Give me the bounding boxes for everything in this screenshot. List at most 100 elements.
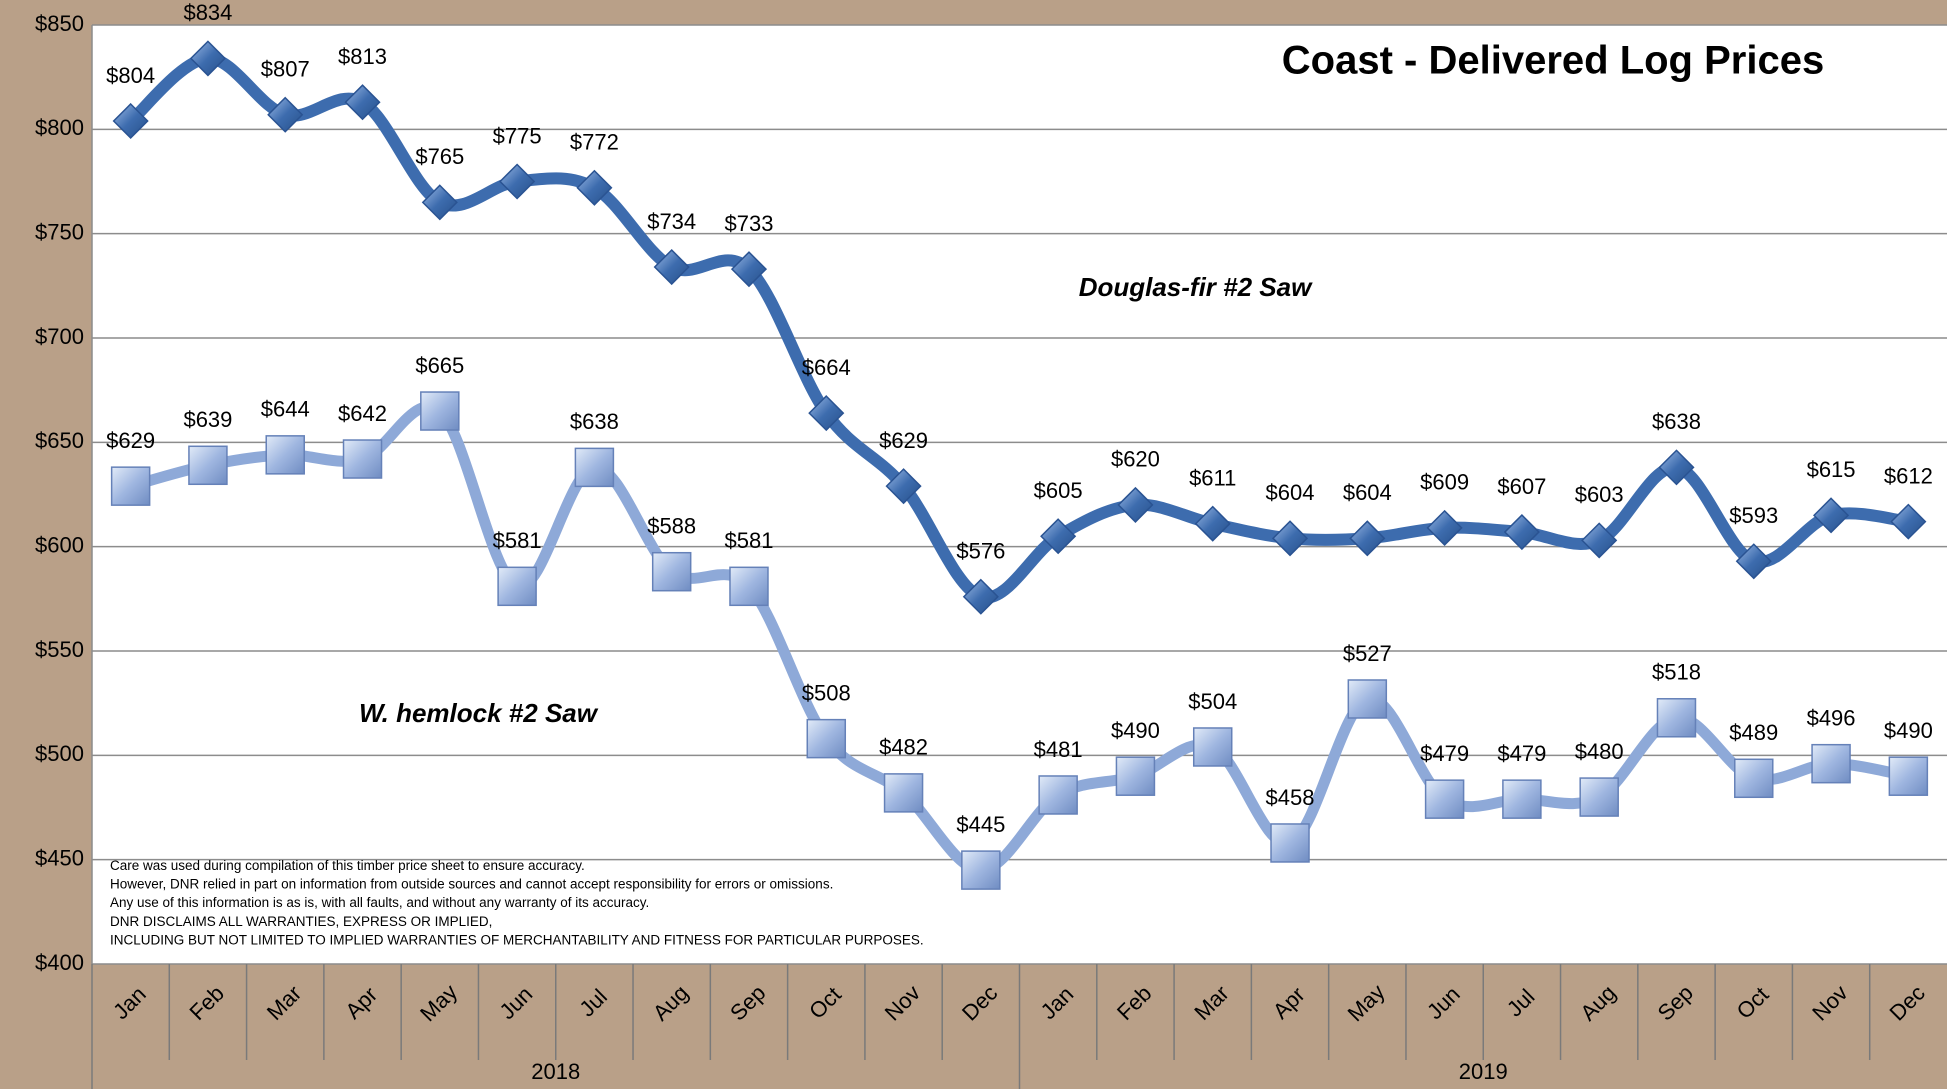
data-label: $496 xyxy=(1807,705,1856,730)
data-label: $629 xyxy=(106,428,155,453)
data-label: $629 xyxy=(879,428,928,453)
diamond-marker xyxy=(1735,543,1772,580)
series-label: Douglas-fir #2 Saw xyxy=(1079,272,1313,302)
data-label: $458 xyxy=(1266,785,1315,810)
data-label: $733 xyxy=(725,211,774,236)
data-label: $490 xyxy=(1111,718,1160,743)
diamond-marker xyxy=(499,163,536,200)
data-label: $527 xyxy=(1343,641,1392,666)
square-marker xyxy=(1115,756,1156,796)
diamond-marker xyxy=(885,468,922,505)
diamond-marker xyxy=(1658,449,1695,486)
square-marker xyxy=(342,439,383,479)
diamond-marker xyxy=(1426,509,1463,546)
disclaimer: Any use of this information is as is, wi… xyxy=(110,895,649,910)
square-marker xyxy=(265,435,305,475)
data-label: $508 xyxy=(802,680,851,705)
data-label: $611 xyxy=(1189,466,1236,491)
y-tick-label: $700 xyxy=(35,324,84,349)
data-label: $734 xyxy=(647,209,696,234)
square-marker xyxy=(961,850,1001,890)
square-marker xyxy=(188,445,228,486)
diamond-marker xyxy=(267,96,304,133)
diamond-marker xyxy=(1349,520,1386,557)
data-label: $576 xyxy=(956,539,1005,564)
data-label: $834 xyxy=(183,0,232,25)
diamond-marker xyxy=(112,102,149,140)
diamond-marker xyxy=(1812,497,1850,534)
square-marker xyxy=(497,566,537,607)
data-label: $813 xyxy=(338,44,387,69)
y-tick-label: $800 xyxy=(35,115,84,140)
series-label: W. hemlock #2 Saw xyxy=(359,698,599,728)
diamond-marker xyxy=(576,169,613,206)
chart-title: Coast - Delivered Log Prices xyxy=(1282,39,1824,83)
data-label: $604 xyxy=(1266,480,1315,505)
data-label: $638 xyxy=(570,409,619,434)
diamond-marker xyxy=(1117,486,1154,523)
square-marker xyxy=(651,551,692,592)
data-label: $479 xyxy=(1420,741,1469,766)
square-marker xyxy=(806,718,847,759)
data-label: $588 xyxy=(647,514,696,539)
square-marker xyxy=(883,773,924,813)
data-label: $490 xyxy=(1884,718,1933,743)
data-label: $609 xyxy=(1420,470,1469,495)
data-label: $604 xyxy=(1343,480,1392,505)
diamond-marker xyxy=(730,251,768,288)
data-label: $775 xyxy=(493,123,542,148)
y-tick-label: $450 xyxy=(35,845,84,870)
data-label: $445 xyxy=(956,812,1005,837)
data-label: $518 xyxy=(1652,660,1701,685)
square-marker xyxy=(1424,779,1465,819)
data-label: $612 xyxy=(1884,463,1933,488)
data-label: $504 xyxy=(1188,689,1237,714)
x-group-label: 2018 xyxy=(531,1059,580,1084)
data-label: $481 xyxy=(1034,737,1083,762)
data-label: $603 xyxy=(1575,482,1624,507)
plot-area xyxy=(92,25,1947,964)
square-marker xyxy=(110,466,151,506)
square-marker xyxy=(420,391,460,431)
data-label: $593 xyxy=(1729,503,1778,528)
data-label: $615 xyxy=(1807,457,1856,482)
y-tick-label: $650 xyxy=(35,428,84,453)
data-label: $804 xyxy=(106,63,155,88)
diamond-marker xyxy=(1890,503,1927,540)
square-marker xyxy=(1811,743,1851,784)
diamond-marker xyxy=(1194,505,1231,542)
disclaimer: However, DNR relied in part on informati… xyxy=(110,877,833,892)
data-label: $807 xyxy=(261,57,310,82)
data-label: $664 xyxy=(802,355,851,380)
disclaimer: Care was used during compilation of this… xyxy=(110,858,585,873)
y-tick-label: $500 xyxy=(35,741,84,766)
square-marker xyxy=(1347,679,1388,719)
data-label: $581 xyxy=(725,528,774,553)
disclaimer: DNR DISCLAIMS ALL WARRANTIES, EXPRESS OR… xyxy=(110,914,492,929)
diamond-marker xyxy=(1503,513,1540,551)
data-label: $479 xyxy=(1497,741,1546,766)
data-label: $581 xyxy=(493,528,542,553)
square-marker xyxy=(1502,779,1542,819)
square-marker xyxy=(1038,775,1078,815)
data-label: $665 xyxy=(415,353,464,378)
diamond-marker xyxy=(189,40,226,77)
data-label: $607 xyxy=(1497,474,1546,499)
diamond-marker xyxy=(653,248,690,286)
data-label: $489 xyxy=(1729,720,1778,745)
square-marker xyxy=(574,447,615,488)
square-marker xyxy=(729,566,769,607)
y-tick-label: $600 xyxy=(35,532,84,557)
diamond-marker xyxy=(808,395,845,432)
data-label: $480 xyxy=(1575,739,1624,764)
y-tick-label: $550 xyxy=(35,637,84,662)
diamond-marker xyxy=(1581,522,1618,559)
diamond-marker xyxy=(421,184,458,221)
diamond-marker xyxy=(344,84,381,121)
y-tick-label: $750 xyxy=(35,219,84,244)
data-label: $765 xyxy=(415,144,464,169)
y-tick-label: $850 xyxy=(35,11,84,36)
square-marker xyxy=(1888,756,1929,796)
x-group-label: 2019 xyxy=(1459,1059,1508,1084)
data-label: $644 xyxy=(261,397,310,422)
